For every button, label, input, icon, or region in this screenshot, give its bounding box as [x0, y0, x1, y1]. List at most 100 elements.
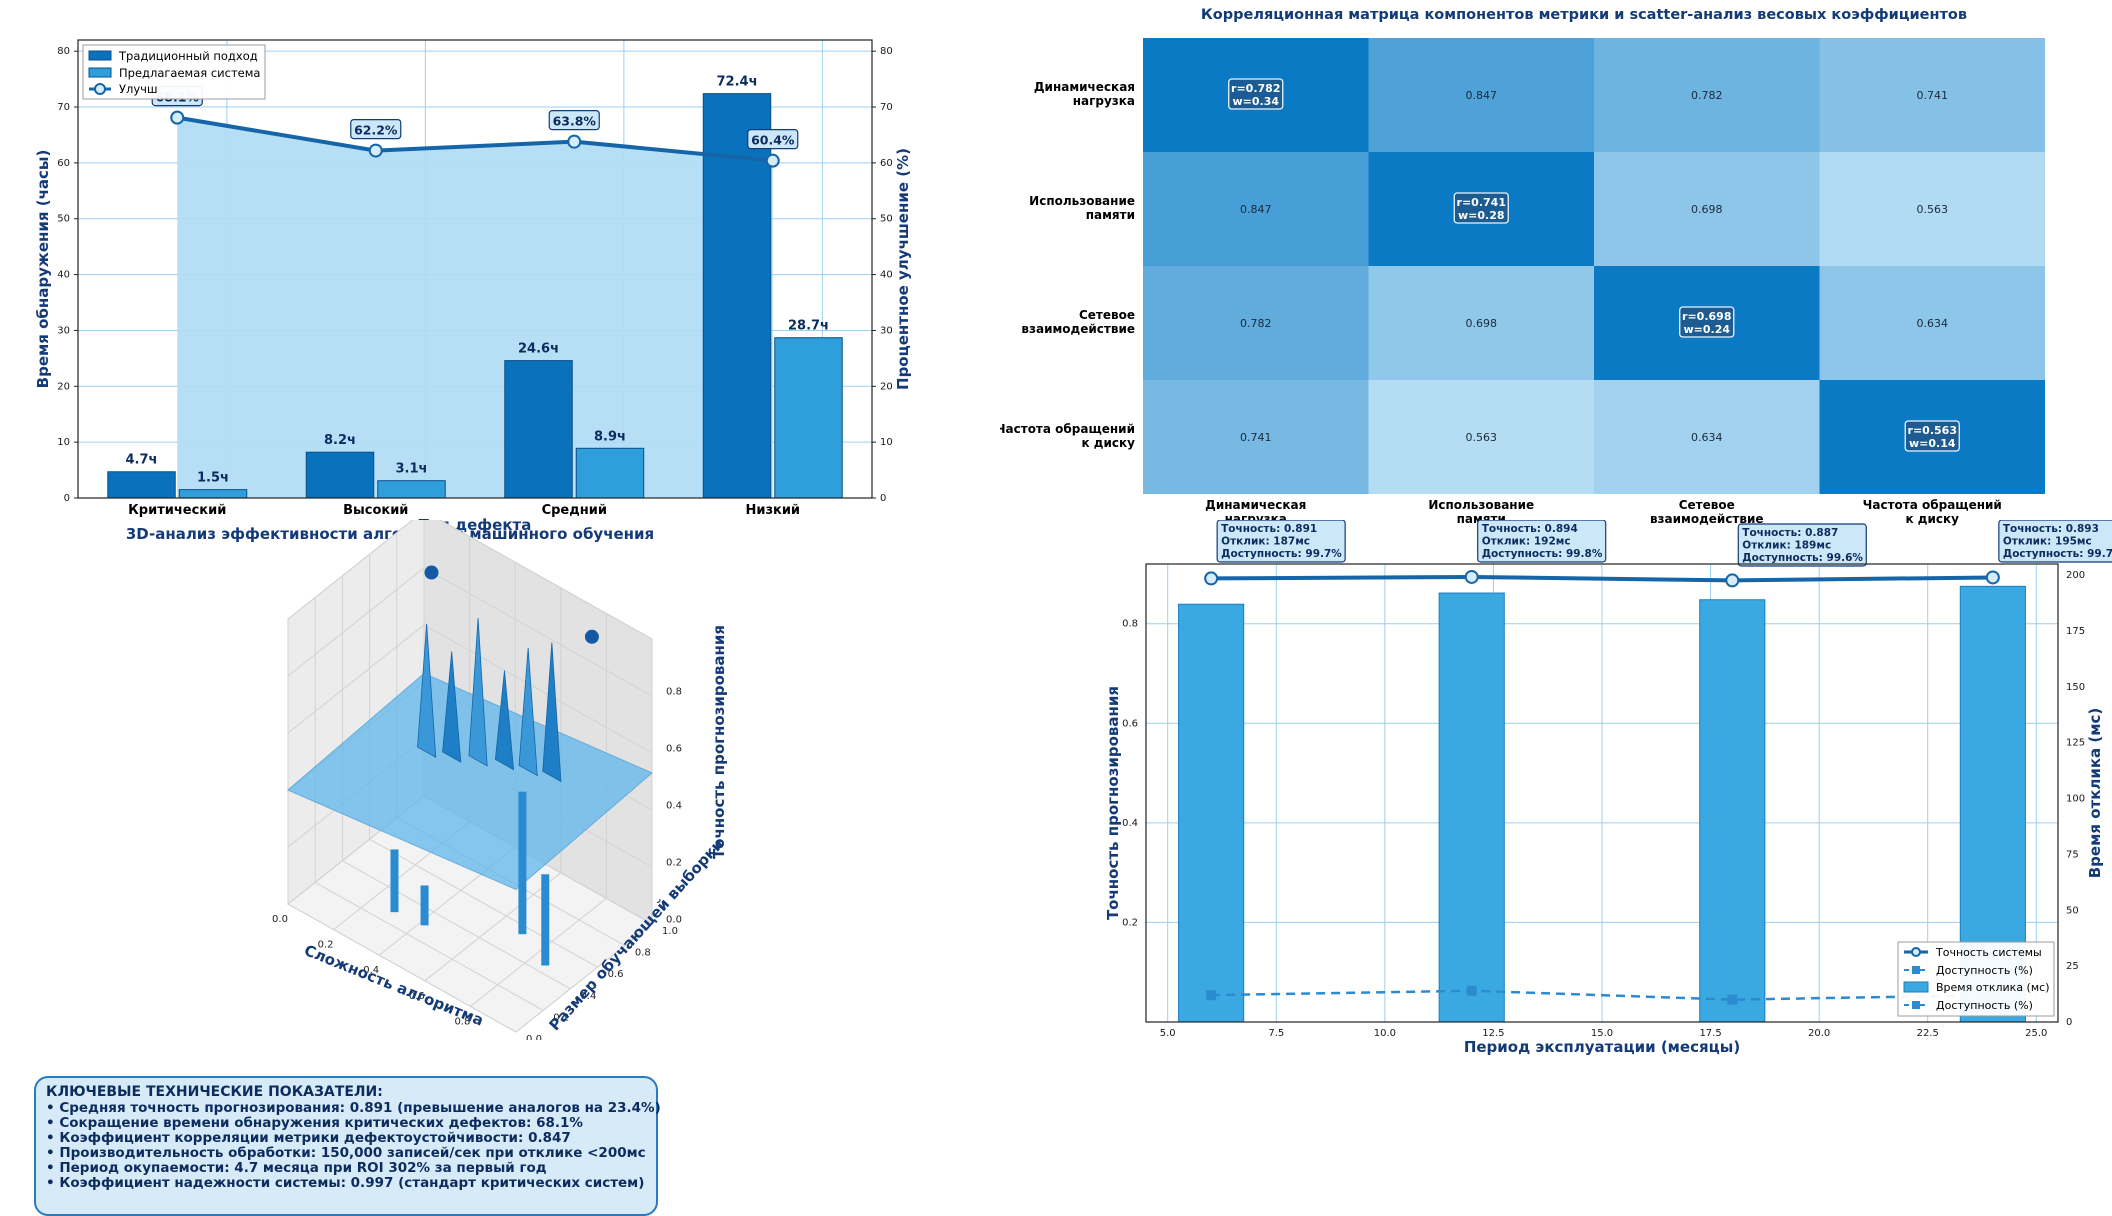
- heatmap-cell: [1819, 152, 2045, 266]
- heatmap-value: 0.847: [1466, 89, 1498, 102]
- x-tick-label-3d: 0.2: [318, 940, 334, 951]
- y2-axis-title: Время отклика (мс): [2086, 708, 2104, 879]
- availability-point: [1466, 985, 1477, 996]
- heatmap-value: 0.741: [1917, 89, 1949, 102]
- heatmap-value: 0.563: [1466, 431, 1498, 444]
- y-tick-label: 0.8: [1122, 619, 1138, 630]
- bar-label: 8.9ч: [594, 429, 626, 444]
- wall-grid: [287, 520, 414, 620]
- y-tick-label: 0.2: [1122, 917, 1138, 928]
- x-tick-label-3d: 0.4: [363, 965, 379, 976]
- y-tick-label-3d: 1.0: [662, 926, 678, 937]
- heatmap-cell: [1143, 152, 1369, 266]
- x-tick-label-3d: 0.8: [454, 1016, 470, 1027]
- y2-tick-label: 150: [2066, 682, 2085, 693]
- x-tick-label: 22.5: [1917, 1028, 1939, 1039]
- legend-swatch-availability-marker-2: [1912, 1001, 1920, 1009]
- heatmap-title: Корреляционная матрица компонентов метри…: [1201, 7, 1967, 23]
- legend-label: Время отклика (мс): [1936, 981, 2049, 994]
- y2-tick-label: 10: [880, 437, 893, 448]
- kpi-summary-box: КЛЮЧЕВЫЕ ТЕХНИЧЕСКИЕ ПОКАЗАТЕЛИ: • Средн…: [34, 1076, 661, 1216]
- legend-label: Улучш: [119, 82, 157, 96]
- accuracy-line: [1211, 574, 1993, 583]
- ml-efficiency-3d-chart: 3D-анализ эффективности алгоритмов машин…: [126, 520, 728, 1040]
- accuracy-point: [1985, 570, 2000, 585]
- legend-label: Доступность (%): [1936, 999, 2033, 1012]
- surface-peak: [468, 618, 488, 767]
- heatmap-col-label: Сетевое: [1679, 498, 1735, 512]
- availability-point: [1206, 990, 1217, 1001]
- improvement-label-box: [548, 110, 600, 131]
- annotation-text: Доступность: 99.6%: [1742, 552, 1863, 564]
- y-tick-label: 30: [57, 325, 70, 336]
- x-tick-label: 12.5: [1482, 1028, 1504, 1039]
- legend-swatch-traditional: [88, 50, 112, 61]
- y-tick-label: 20: [57, 381, 70, 392]
- surface-peak: [417, 623, 437, 759]
- data-bar-3d: [518, 791, 527, 935]
- improvement-area: [177, 117, 773, 498]
- improvement-point: [765, 153, 780, 168]
- legend-label: Традиционный подход: [118, 49, 258, 63]
- heatmap-col-label: взаимодействие: [1650, 512, 1764, 526]
- y2-tick-label: 75: [2066, 849, 2079, 860]
- surface-peak: [542, 642, 562, 783]
- annotation-text: Отклик: 195мс: [2003, 536, 2092, 548]
- heatmap-cell: [1143, 266, 1369, 380]
- floor-grid: [342, 860, 571, 990]
- bar-proposed: [178, 489, 248, 499]
- annotation-text: Доступность: 99.7%: [1221, 548, 1342, 560]
- annotation-box: [1477, 520, 1607, 563]
- bar-traditional: [107, 471, 176, 499]
- heatmap-value: 0.782: [1240, 317, 1272, 330]
- bar-proposed: [575, 447, 645, 499]
- legend-box: [1897, 941, 2055, 1017]
- annotation-text: Точность: 0.893: [2003, 523, 2099, 535]
- y-tick-label: 70: [57, 102, 70, 113]
- surface-peak: [518, 647, 538, 777]
- heatmap-col-label: Частота обращений: [1863, 498, 2002, 512]
- heatmap-value: 0.847: [1240, 203, 1272, 216]
- y2-tick-label: 70: [880, 102, 893, 113]
- bar-label: 4.7ч: [126, 453, 158, 468]
- y2-tick-label: 40: [880, 270, 893, 281]
- kpi-line: • Средняя точность прогнозирования: 0.89…: [46, 1100, 661, 1116]
- heatmap-cell: [1143, 380, 1369, 494]
- wall-grid: [287, 624, 425, 734]
- y-tick-label: 0.4: [1122, 818, 1138, 829]
- heatmap-diag-box: [1228, 78, 1284, 110]
- y-tick-label-3d: 0.2: [553, 1012, 569, 1023]
- annotation-text: Точность: 0.894: [1482, 523, 1578, 535]
- annotation-text: Отклик: 187мс: [1221, 536, 1310, 548]
- legend-swatch-proposed: [88, 67, 112, 78]
- x-tick-label: 25.0: [2025, 1028, 2047, 1039]
- scatter-point-3d: [424, 565, 439, 580]
- heatmap-cell: [1819, 266, 2045, 380]
- y2-tick-label: 60: [880, 158, 893, 169]
- wall-grid: [423, 624, 653, 754]
- data-bar-3d: [420, 885, 429, 926]
- legend-swatch-accuracy-marker: [1911, 947, 1921, 957]
- annotation-box: [1216, 520, 1346, 563]
- heatmap-row-label: Сетевое: [1079, 308, 1135, 322]
- heatmap-row-label: к диску: [1081, 436, 1135, 450]
- floor-grid: [287, 903, 517, 1033]
- heatmap-cell: [1368, 266, 1594, 380]
- legend-swatch-availability-marker: [1912, 966, 1920, 974]
- z-tick-label-3d: 0.0: [666, 914, 682, 925]
- heatmap-value: 0.698: [1691, 203, 1723, 216]
- heatmap-col-label: к диску: [1905, 512, 1959, 526]
- heatmap-row-label: Динамическая: [1034, 80, 1135, 94]
- heatmap-diag-label: r=0.741: [1457, 196, 1506, 209]
- improvement-line: [176, 115, 773, 163]
- kpi-line: • Производительность обработки: 150,000 …: [46, 1145, 646, 1161]
- y-tick-label: 0: [64, 493, 70, 504]
- heatmap-cell: [1594, 380, 1820, 494]
- heatmap-value: 0.782: [1691, 89, 1723, 102]
- y-tick-label: 0.6: [1122, 718, 1138, 729]
- bar-proposed: [774, 337, 843, 499]
- z-tick-label-3d: 0.4: [666, 800, 682, 811]
- heatmap-diag-label: w=0.24: [1683, 323, 1730, 336]
- x-tick-label: 5.0: [1160, 1028, 1176, 1039]
